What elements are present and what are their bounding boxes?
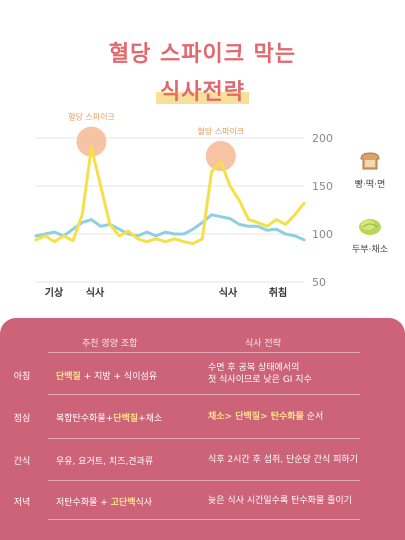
spike-annotation: 혈당 스파이크 (68, 112, 115, 122)
strategy-cell: 수면 후 공복 상태에서의 첫 식사이므로 낮은 GI 지수 (208, 363, 312, 385)
series-line (34, 213, 306, 242)
table-row: 점심 복합탄수화물+단백질+채소 채소> 단백질> 탄수화물 순서 (14, 394, 360, 438)
strategy-cell: 늦은 식사 시간일수록 탄수화물 줄이기 (208, 496, 352, 506)
bread-icon (360, 152, 380, 170)
table-row: 간식 우유, 요거트, 치즈,견과류 식후 2시간 후 섭취, 단순당 간식 피… (14, 438, 360, 480)
strategy-cell: 식후 2시간 후 섭취, 단순당 간식 피하기 (208, 455, 358, 465)
legend-bread: 빵·떡·면 (350, 150, 390, 190)
spike-annotation: 혈당 스파이크 (197, 126, 244, 136)
x-tick-label: 취침 (269, 286, 287, 299)
y-tick-label: 50 (312, 276, 326, 289)
x-tick-label: 식사 (219, 286, 238, 299)
strategy-cell: 채소> 단백질> 탄수화물 순서 (208, 412, 324, 422)
x-tick-label: 식사 (86, 286, 105, 299)
header-combo: 추천 영양 조합 (82, 339, 138, 349)
x-tick-label: 기상 (45, 286, 64, 299)
spike-circle (76, 126, 107, 157)
title-line2: 식사전략 (156, 74, 249, 106)
meal-label: 아침 (13, 372, 31, 382)
lettuce-icon (359, 219, 381, 235)
strategy-panel: 추천 영양 조합 식사 전략 아침 단백질 + 지방 + 식이섬유 수면 후 공… (0, 318, 405, 540)
header-strategy: 식사 전략 (245, 339, 281, 349)
combo-cell: 우유, 요거트, 치즈,견과류 (56, 457, 154, 467)
meal-label: 점심 (13, 414, 31, 424)
y-tick-label: 100 (312, 228, 333, 241)
combo-cell: 복합탄수화물+단백질+채소 (56, 414, 163, 424)
spike-circle (205, 141, 236, 171)
y-tick-label: 200 (312, 132, 333, 145)
legend-bread-label: 빵·떡·면 (354, 180, 386, 190)
table-row: 저녁 저탄수화물 + 고단백식사 늦은 식사 시간일수록 탄수화물 줄이기 (14, 480, 360, 520)
combo-cell: 저탄수화물 + 고단백식사 (56, 498, 153, 508)
page-title: 혈당 스파이크 막는 식사전략 (0, 36, 405, 106)
meal-label: 저녁 (13, 498, 31, 508)
combo-cell: 단백질 + 지방 + 식이섬유 (56, 372, 158, 382)
y-tick-label: 150 (312, 180, 333, 193)
series-line (34, 146, 306, 246)
meal-label: 간식 (13, 457, 31, 467)
legend-tofu-label: 두부·채소 (352, 245, 388, 255)
title-line1: 혈당 스파이크 막는 (108, 42, 297, 67)
table-row: 아침 단백질 + 지방 + 식이섬유 수면 후 공복 상태에서의 첫 식사이므로 … (14, 352, 360, 394)
legend-tofu: 두부·채소 (350, 215, 390, 255)
